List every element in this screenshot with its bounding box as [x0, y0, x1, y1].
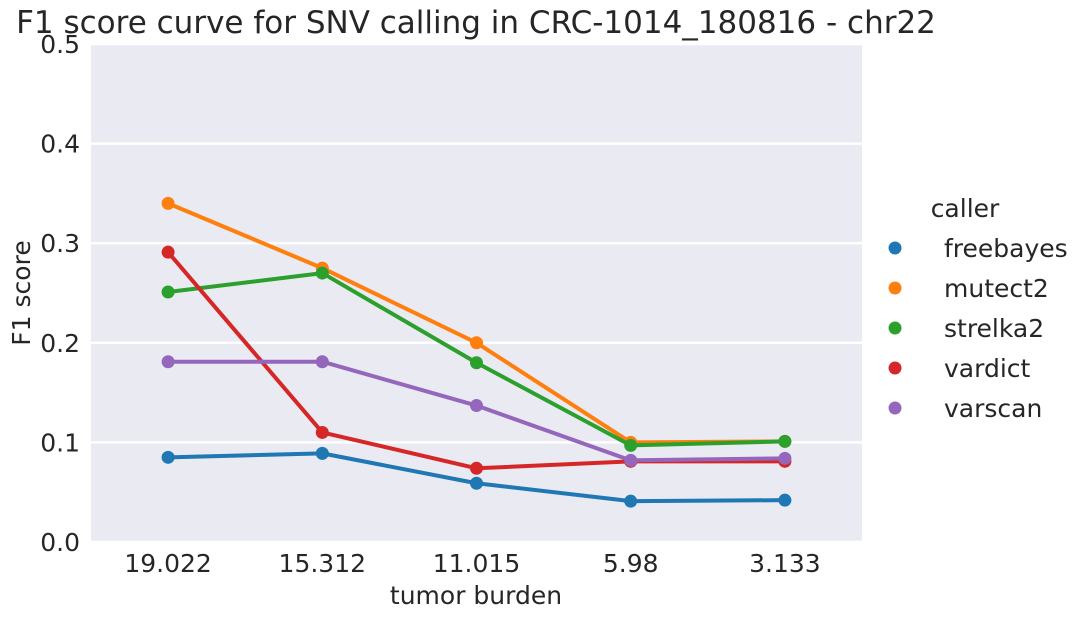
series-strelka2 — [161, 266, 792, 452]
data-point — [624, 494, 638, 508]
legend-title: caller — [931, 194, 1000, 223]
y-tick-labels: 0.0 0.1 0.2 0.3 0.4 0.5 — [40, 30, 80, 557]
x-tick-label: 3.133 — [749, 549, 821, 578]
data-point — [470, 476, 483, 490]
y-tick-label: 0.3 — [40, 229, 80, 258]
data-point — [161, 196, 175, 210]
legend-label: mutect2 — [944, 274, 1049, 303]
legend-marker — [888, 321, 902, 335]
x-axis-title: tumor burden — [390, 581, 562, 610]
data-point — [778, 434, 792, 448]
legend-label: strelka2 — [944, 314, 1044, 343]
data-point — [315, 425, 329, 439]
legend-items: freebayes mutect2 strelka2 vardict varscan — [888, 234, 1068, 423]
legend-marker — [888, 281, 902, 295]
legend: caller freebayes mutect2 strelka2 vardict va… — [888, 194, 1068, 423]
x-tick-labels: 19.022 15.312 11.015 5.98 3.133 — [124, 549, 820, 578]
data-point — [470, 399, 483, 413]
legend-item: vardict — [888, 354, 1031, 383]
y-tick-label: 0.5 — [40, 30, 80, 59]
legend-label: freebayes — [944, 234, 1068, 263]
legend-label: vardict — [944, 354, 1031, 383]
data-point — [778, 451, 792, 465]
data-point — [161, 245, 175, 259]
legend-item: freebayes — [888, 234, 1068, 263]
y-axis-title: F1 score — [7, 240, 36, 345]
chart-title: F1 score curve for SNV calling in CRC-10… — [16, 5, 936, 41]
data-point — [315, 266, 329, 280]
y-tick-label: 0.4 — [40, 130, 80, 159]
data-point — [470, 336, 483, 350]
data-point — [470, 461, 483, 475]
y-tick-label: 0.1 — [40, 428, 80, 457]
x-tick-label: 15.312 — [279, 549, 366, 578]
data-point — [315, 446, 329, 460]
legend-item: mutect2 — [888, 274, 1049, 303]
data-point — [161, 450, 175, 464]
data-point — [624, 453, 638, 467]
y-tick-label: 0.0 — [40, 528, 80, 557]
x-tick-label: 11.015 — [433, 549, 520, 578]
x-tick-label: 5.98 — [603, 549, 659, 578]
legend-marker — [888, 241, 902, 255]
legend-label: varscan — [944, 394, 1042, 423]
y-tick-label: 0.2 — [40, 329, 80, 358]
data-point — [624, 438, 638, 452]
data-point — [470, 356, 483, 370]
legend-marker — [888, 401, 902, 415]
data-point — [778, 493, 792, 507]
series-layer — [161, 196, 792, 508]
legend-item: strelka2 — [888, 314, 1044, 343]
x-tick-label: 19.022 — [124, 549, 211, 578]
series-freebayes — [161, 446, 792, 508]
data-point — [161, 355, 175, 369]
legend-item: varscan — [888, 394, 1042, 423]
series-varscan — [161, 355, 792, 467]
legend-marker — [888, 361, 902, 375]
data-point — [315, 355, 329, 369]
data-point — [161, 285, 175, 299]
